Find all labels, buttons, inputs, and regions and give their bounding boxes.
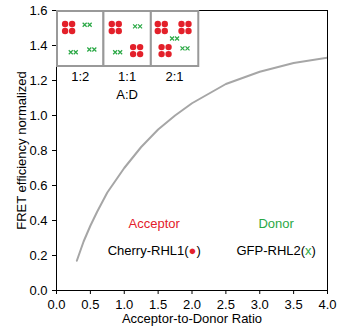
svg-text:0.8: 0.8 [29, 143, 47, 158]
svg-text:0.4: 0.4 [29, 213, 47, 228]
svg-text:0.0: 0.0 [47, 297, 65, 312]
svg-text:1:1: 1:1 [118, 69, 136, 84]
svg-text:2.0: 2.0 [183, 297, 201, 312]
svg-text:1.4: 1.4 [29, 38, 47, 53]
svg-text:Acceptor: Acceptor [129, 217, 181, 232]
svg-text:0.0: 0.0 [29, 283, 47, 298]
svg-text:1.0: 1.0 [115, 297, 133, 312]
svg-text:GFP-RHL2(x): GFP-RHL2(x) [236, 243, 315, 258]
svg-text:3.0: 3.0 [251, 297, 269, 312]
svg-text:Cherry-RHL1(●): Cherry-RHL1(●) [108, 243, 201, 258]
svg-text:0.5: 0.5 [81, 297, 99, 312]
svg-text:2:1: 2:1 [166, 69, 184, 84]
svg-text:0.6: 0.6 [29, 178, 47, 193]
svg-text:1.5: 1.5 [149, 297, 167, 312]
svg-text:Acceptor-to-Donor Ratio: Acceptor-to-Donor Ratio [122, 311, 262, 326]
svg-text:0.2: 0.2 [29, 248, 47, 263]
svg-text:3.5: 3.5 [285, 297, 303, 312]
svg-text:4.0: 4.0 [318, 297, 336, 312]
svg-text:FRET efficiency normalized: FRET efficiency normalized [14, 71, 29, 229]
svg-text:1.6: 1.6 [29, 3, 47, 18]
svg-text:1.2: 1.2 [29, 73, 47, 88]
svg-text:1:2: 1:2 [71, 69, 89, 84]
svg-text:2.5: 2.5 [217, 297, 235, 312]
svg-text:A:D: A:D [116, 87, 138, 102]
svg-text:Donor: Donor [258, 217, 294, 232]
svg-text:1.0: 1.0 [29, 108, 47, 123]
